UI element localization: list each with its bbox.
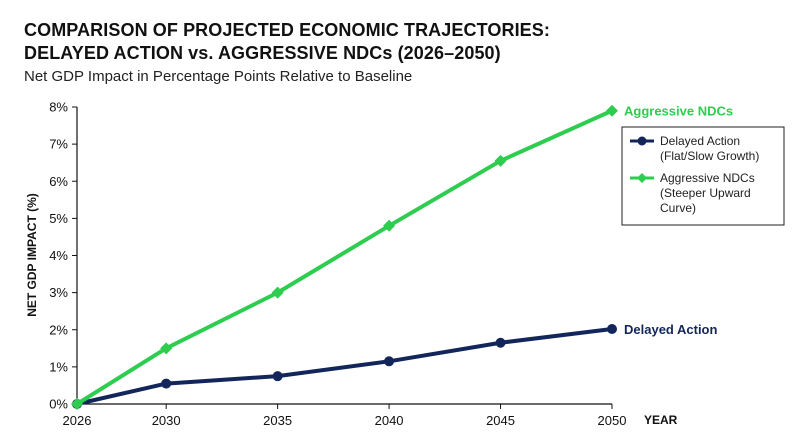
y-tick-label: 7% [49,137,68,152]
y-tick-label: 0% [49,397,68,412]
legend-label-delayed-action: (Flat/Slow Growth) [660,149,759,163]
series-line-delayed-action [75,327,614,406]
x-tick-label: 2035 [263,413,292,428]
legend-marker-aggressive-ndcs [637,173,647,183]
y-tick-label: 2% [49,322,68,337]
data-point-delayed-action [607,324,617,335]
y-tick-label: 6% [49,174,68,189]
x-tick-label: 2050 [598,413,627,428]
data-point-delayed-action [272,371,283,382]
data-point-delayed-action [495,337,506,348]
data-point-aggressive-ndcs [494,154,507,167]
x-axis-title: YEAR [644,413,678,427]
x-tick-label: 2040 [375,413,404,428]
legend-box [621,126,785,226]
x-tick-label: 2030 [152,413,181,428]
y-tick-labels: 0% 1% 2% 3% 4% 5% 6% 7% 8% [49,100,77,412]
data-point-delayed-action [161,378,172,389]
legend-label-aggressive-ndcs: Aggressive NDCs [660,171,755,185]
series-end-label-aggressive-ndcs: Aggressive NDCs [624,104,733,119]
series-end-label-delayed-action: Delayed Action [624,322,717,337]
data-point-aggressive-ndcs [271,286,284,299]
y-axis-title: NET GDP IMPACT (%) [25,193,39,317]
legend-label-aggressive-ndcs: Curve) [660,201,696,215]
legend: Delayed Action(Flat/Slow Growth) Aggressi… [621,126,785,226]
legend-marker-delayed-action [637,136,647,146]
chart-title: COMPARISON OF PROJECTED ECONOMIC TRAJECT… [24,19,550,65]
data-point-aggressive-ndcs [606,104,618,117]
x-tick-labels: 2026 2030 2035 2040 2045 2050 [63,404,627,428]
legend-label-delayed-action: Delayed Action [660,134,740,148]
x-tick-label: 2045 [486,413,515,428]
data-point-aggressive-ndcs [160,342,173,355]
series-line-aggressive-ndcs [75,108,614,406]
x-tick-label: 2026 [63,413,92,428]
data-point-aggressive-ndcs [383,219,396,232]
chart-subtitle: Net GDP Impact in Percentage Points Rela… [24,68,413,85]
chart-title-line-2: DELAYED ACTION vs. AGGRESSIVE NDCs (2026… [24,43,501,63]
data-point-aggressive-ndcs [71,398,83,410]
chart-title-line-1: COMPARISON OF PROJECTED ECONOMIC TRAJECT… [24,20,550,40]
data-point-delayed-action [384,356,395,367]
y-tick-label: 8% [49,100,68,115]
y-tick-label: 4% [49,248,68,263]
series-layer: Delayed Action Aggressive NDCs [71,104,733,410]
y-tick-label: 3% [49,285,68,300]
y-tick-label: 1% [49,359,68,374]
y-tick-label: 5% [49,211,68,226]
legend-label-aggressive-ndcs: (Steeper Upward [660,186,751,200]
